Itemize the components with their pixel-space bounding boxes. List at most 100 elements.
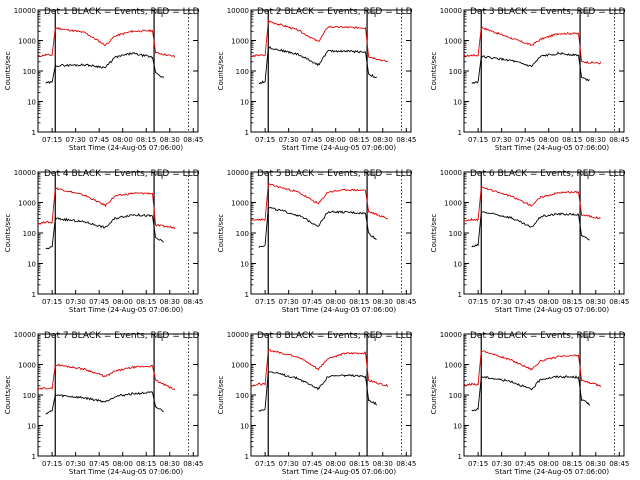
y-tick-label: 1000: [18, 362, 36, 370]
black-series-line: [45, 213, 164, 250]
y-tick-label: 10: [240, 261, 249, 269]
y-axis-label: Counts/sec: [217, 214, 225, 253]
interval-flag: [156, 11, 163, 17]
panel-6: Det 6 BLACK = Events, RED = LLD Counts/se…: [430, 169, 629, 314]
interval-flag: [156, 335, 163, 341]
y-tick-label: 10: [27, 261, 36, 269]
x-tick-label: 07:45: [302, 298, 322, 306]
black-series-line: [258, 371, 377, 412]
y-tick-label: 10000: [14, 7, 36, 15]
black-series-line: [258, 206, 377, 248]
x-tick-label: 08:30: [586, 136, 606, 144]
y-tick-label: 100: [23, 230, 36, 238]
x-tick-label: 07:15: [255, 136, 275, 144]
x-tick-label: 07:45: [515, 136, 535, 144]
x-tick-label: 07:45: [515, 298, 535, 306]
y-tick-label: 1000: [444, 362, 462, 370]
x-axis-label: Start Time (24-Aug-05 07:06:00): [495, 306, 609, 314]
y-tick-label: 100: [236, 230, 249, 238]
panel-title: Det 9 BLACK = Events, RED = LLD: [470, 331, 626, 341]
plot-frame: [250, 333, 412, 457]
x-tick-label: 07:15: [468, 298, 488, 306]
x-axis-label: Start Time (24-Aug-05 07:06:00): [495, 468, 609, 476]
red-series-line: [250, 348, 388, 387]
y-tick-label: 10000: [227, 7, 249, 15]
x-tick-label: 08:00: [113, 460, 133, 468]
x-tick-label: 08:45: [183, 460, 203, 468]
x-tick-label: 08:30: [586, 298, 606, 306]
panel-9: Det 9 BLACK = Events, RED = LLD Counts/se…: [430, 331, 629, 476]
y-tick-label: 1000: [231, 38, 249, 46]
y-axis-label: Counts/sec: [430, 214, 438, 253]
plot-frame: [463, 171, 625, 295]
y-axis-label: Counts/sec: [430, 52, 438, 91]
x-axis-label: Start Time (24-Aug-05 07:06:00): [282, 468, 396, 476]
x-tick-label: 08:30: [160, 460, 180, 468]
panel-title: Det 6 BLACK = Events, RED = LLD: [470, 169, 626, 179]
y-tick-label: 1: [458, 291, 462, 299]
x-tick-label: 08:15: [349, 298, 369, 306]
x-tick-label: 08:15: [562, 460, 582, 468]
red-series-line: [37, 187, 175, 230]
y-tick-label: 10: [453, 99, 462, 107]
y-tick-label: 100: [23, 392, 36, 400]
interval-flag: [369, 11, 376, 17]
x-tick-label: 08:45: [609, 136, 629, 144]
y-tick-label: 10: [240, 99, 249, 107]
x-tick-label: 08:45: [183, 298, 203, 306]
x-tick-label: 08:00: [539, 298, 559, 306]
plot-frame: [37, 171, 199, 295]
panel-title: Det 4 BLACK = Events, RED = LLD: [44, 169, 200, 179]
red-series-line: [463, 186, 601, 222]
plot-frame: [463, 9, 625, 133]
red-series-line: [250, 183, 388, 222]
x-tick-label: 08:00: [326, 136, 346, 144]
y-tick-label: 10000: [440, 7, 462, 15]
panel-title: Det 3 BLACK = Events, RED = LLD: [470, 7, 626, 17]
x-tick-label: 07:45: [89, 460, 109, 468]
y-axis-label: Counts/sec: [217, 376, 225, 415]
red-series-line: [250, 19, 388, 63]
interval-flag: [156, 173, 163, 179]
panel-5: Det 5 BLACK = Events, RED = LLD Counts/se…: [217, 169, 416, 314]
x-tick-label: 07:15: [255, 460, 275, 468]
x-tick-label: 08:45: [396, 460, 416, 468]
x-tick-label: 08:15: [562, 136, 582, 144]
y-tick-label: 1000: [231, 200, 249, 208]
y-tick-label: 10000: [440, 169, 462, 177]
y-tick-label: 100: [449, 230, 462, 238]
black-series-line: [471, 211, 590, 248]
y-tick-label: 10: [27, 99, 36, 107]
x-tick-label: 07:30: [492, 460, 512, 468]
x-tick-label: 08:15: [349, 460, 369, 468]
black-series-line: [45, 52, 164, 84]
x-tick-label: 07:45: [302, 136, 322, 144]
x-tick-label: 08:00: [539, 460, 559, 468]
x-tick-label: 08:30: [373, 298, 393, 306]
x-axis-label: Start Time (24-Aug-05 07:06:00): [495, 144, 609, 152]
y-axis-label: Counts/sec: [4, 52, 12, 91]
x-tick-label: 08:00: [113, 298, 133, 306]
x-tick-label: 08:45: [396, 298, 416, 306]
x-axis-label: Start Time (24-Aug-05 07:06:00): [69, 306, 183, 314]
plot-frame: [250, 9, 412, 133]
x-tick-label: 08:15: [349, 136, 369, 144]
x-tick-label: 08:00: [326, 460, 346, 468]
y-tick-label: 10: [27, 423, 36, 431]
x-tick-label: 08:00: [326, 298, 346, 306]
x-tick-label: 08:45: [609, 298, 629, 306]
plot-frame: [250, 171, 412, 295]
y-tick-label: 1: [32, 453, 36, 461]
x-tick-label: 07:30: [279, 136, 299, 144]
x-axis-label: Start Time (24-Aug-05 07:06:00): [282, 306, 396, 314]
panel-3: Det 3 BLACK = Events, RED = LLD Counts/se…: [430, 7, 629, 152]
x-tick-label: 07:15: [42, 136, 62, 144]
x-tick-label: 08:15: [136, 298, 156, 306]
x-tick-label: 07:30: [66, 298, 86, 306]
interval-flag: [582, 335, 589, 341]
panel-title: Det 5 BLACK = Events, RED = LLD: [257, 169, 413, 179]
x-axis-label: Start Time (24-Aug-05 07:06:00): [69, 468, 183, 476]
y-tick-label: 100: [236, 68, 249, 76]
y-tick-label: 10000: [14, 331, 36, 339]
y-axis-label: Counts/sec: [4, 376, 12, 415]
